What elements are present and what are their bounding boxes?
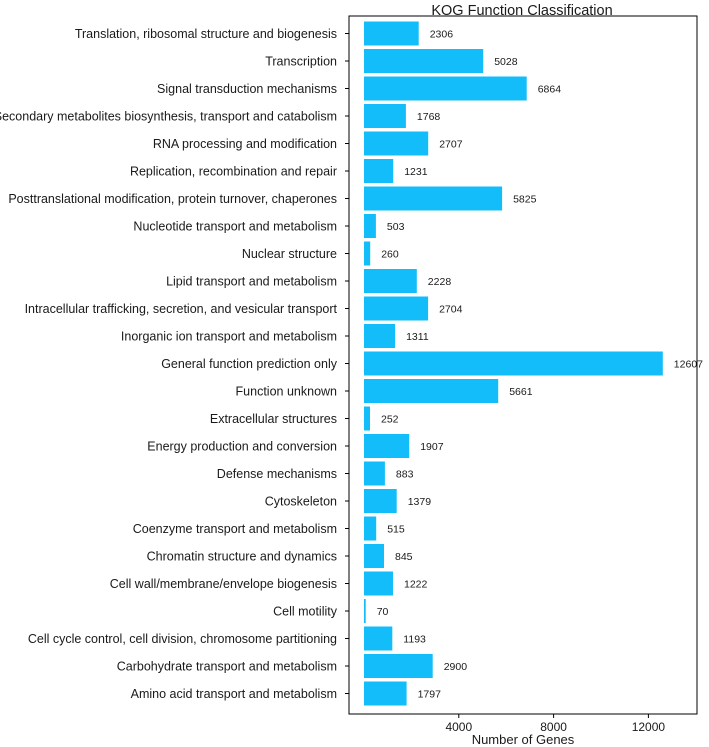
bar [364,461,385,486]
bar-value-label: 12607 [674,359,703,371]
bar [364,571,393,596]
bar [364,379,499,403]
bar-value-label: 2707 [439,139,463,151]
bars-layer [364,21,663,706]
category-label: Intracellular trafficking, secretion, an… [25,302,338,316]
bar-value-label: 1797 [418,689,442,701]
bar-value-label: 5661 [509,386,533,398]
bar-value-label: 1231 [404,166,428,178]
category-label: Signal transduction mechanisms [157,82,337,96]
bar-value-label: 1768 [417,111,441,123]
category-label: Transcription [265,55,337,69]
bar-value-label: 70 [377,606,389,618]
x-axis: 400080001200016000 [348,15,698,734]
bar-value-label: 2900 [444,661,468,673]
category-labels: Translation, ribosomal structure and bio… [0,27,349,701]
x-tick-label: 8000 [540,720,567,734]
category-label: Secondary metabolites biosynthesis, tran… [0,110,337,124]
category-label: Function unknown [236,385,338,399]
bar [364,186,503,211]
category-label: Translation, ribosomal structure and bio… [75,27,337,41]
category-label: Coenzyme transport and metabolism [133,522,337,536]
bar [364,104,406,128]
bar [364,76,527,101]
bar [364,131,429,156]
bar [364,49,484,73]
bar [364,544,384,568]
bar [364,241,371,266]
bar [364,351,663,376]
bar-value-label: 1193 [403,634,426,646]
bar [364,269,417,293]
category-label: Cell motility [273,605,338,619]
bar [364,626,393,651]
bar-value-label: 5825 [513,194,537,206]
category-label: Nuclear structure [242,247,337,261]
category-label: Replication, recombination and repair [130,165,337,179]
category-label: RNA processing and modification [153,137,337,151]
category-label: General function prediction only [161,357,338,371]
bar-value-label: 1379 [408,496,432,508]
category-label: Lipid transport and metabolism [166,275,337,289]
bar-value-label: 2228 [428,276,452,288]
bar [364,324,396,348]
x-tick-label: 12000 [632,720,666,734]
x-tick-label: 4000 [445,720,472,734]
bar-value-label: 2704 [439,304,463,316]
category-label: Extracellular structures [210,412,337,426]
category-label: Inorganic ion transport and metabolism [121,330,337,344]
bar-value-label: 6864 [538,84,562,96]
category-label: Defense mechanisms [217,467,337,481]
bar [364,516,377,541]
bar-value-label: 1311 [406,331,429,343]
plot-frame [348,15,698,715]
bar-value-label: 883 [396,469,414,481]
category-label: Cytoskeleton [265,495,337,509]
category-label: Carbohydrate transport and metabolism [117,660,337,674]
bar-value-label: 1907 [420,441,444,453]
bar [364,681,407,706]
bar [364,21,419,46]
bar [364,489,397,513]
bar [364,214,376,238]
category-label: Posttranslational modification, protein … [8,192,337,206]
bar-value-label: 252 [381,414,399,426]
chart-title: KOG Function Classification [431,3,612,19]
bar-value-label: 1222 [404,579,428,591]
category-label: Energy production and conversion [147,440,337,454]
bar [364,296,429,321]
category-label: Cell cycle control, cell division, chrom… [28,632,337,646]
bar-value-label: 845 [395,551,413,563]
bar [364,406,370,431]
bar [364,159,394,183]
bar [364,599,366,623]
bar [364,654,433,678]
bar-value-label: 503 [387,221,405,233]
bar-value-label: 2306 [430,29,454,41]
bar-value-label: 5028 [494,56,518,68]
value-labels: 2306 5028 6864 1768 2707 1231 5825 503 260 2228 27… [377,29,703,701]
category-label: Chromatin structure and dynamics [147,550,337,564]
x-axis-title: Number of Genes [472,732,575,747]
bar-value-label: 515 [387,524,405,536]
category-label: Cell wall/membrane/envelope biogenesis [110,577,337,591]
category-label: Nucleotide transport and metabolism [133,220,337,234]
category-label: Amino acid transport and metabolism [131,687,337,701]
bar-value-label: 260 [381,249,399,261]
bar [364,434,410,458]
